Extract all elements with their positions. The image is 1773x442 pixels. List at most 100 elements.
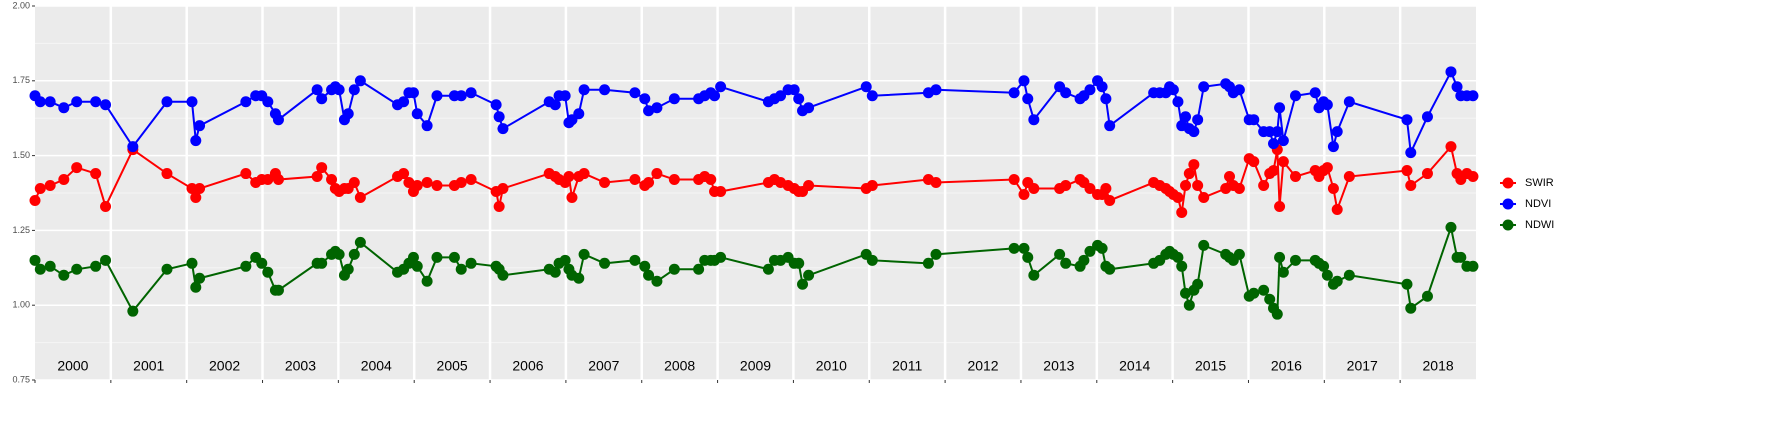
point	[186, 257, 198, 269]
point	[1084, 183, 1096, 195]
year-label: 2018	[1423, 358, 1454, 374]
point	[709, 90, 721, 102]
point	[29, 254, 41, 266]
point	[448, 251, 460, 263]
point	[44, 180, 56, 192]
point	[1008, 242, 1020, 254]
point	[403, 177, 415, 189]
point	[190, 191, 202, 203]
point	[715, 186, 727, 198]
point	[1100, 183, 1112, 195]
point	[100, 254, 112, 266]
point	[493, 200, 505, 212]
point	[465, 174, 477, 186]
y-tick-label: 0.75	[12, 374, 30, 384]
point	[1084, 245, 1096, 257]
year-label: 2011	[892, 358, 922, 374]
point	[803, 180, 815, 192]
point	[668, 93, 680, 105]
point	[715, 81, 727, 93]
point	[58, 269, 70, 281]
year-label: 2003	[285, 358, 316, 374]
point	[1331, 275, 1343, 287]
point	[1289, 254, 1301, 266]
point	[1445, 221, 1457, 233]
point	[431, 251, 443, 263]
point	[1096, 242, 1108, 254]
point	[866, 180, 878, 192]
point	[1188, 126, 1200, 138]
point	[1167, 84, 1179, 96]
point	[1096, 81, 1108, 93]
point	[1268, 138, 1280, 150]
y-tick-label: 1.00	[12, 300, 30, 310]
point	[272, 174, 284, 186]
point	[1176, 206, 1188, 218]
point	[1192, 180, 1204, 192]
point	[407, 251, 419, 263]
point	[788, 84, 800, 96]
point	[71, 96, 83, 108]
point	[90, 168, 102, 180]
point	[1180, 180, 1192, 192]
point	[639, 260, 651, 272]
point	[1451, 81, 1463, 93]
point	[1022, 251, 1034, 263]
point	[1258, 284, 1270, 296]
point	[1467, 260, 1479, 272]
point	[262, 96, 274, 108]
point	[1180, 287, 1192, 299]
point	[1198, 191, 1210, 203]
point	[930, 84, 942, 96]
point	[348, 248, 360, 260]
point	[490, 99, 502, 111]
point	[549, 266, 561, 278]
point	[272, 114, 284, 126]
point	[71, 162, 83, 174]
point	[1445, 141, 1457, 153]
point	[348, 177, 360, 189]
point	[705, 174, 717, 186]
point	[775, 90, 787, 102]
point	[1233, 84, 1245, 96]
point	[421, 177, 433, 189]
point	[1028, 114, 1040, 126]
y-tick-label: 1.75	[12, 75, 30, 85]
point	[629, 174, 641, 186]
point	[1289, 90, 1301, 102]
point	[90, 260, 102, 272]
point	[1172, 191, 1184, 203]
y-tick-label: 2.00	[12, 0, 30, 10]
point	[1028, 183, 1040, 195]
point	[431, 90, 443, 102]
point	[1467, 171, 1479, 183]
point	[797, 278, 809, 290]
point	[1318, 260, 1330, 272]
point	[1277, 135, 1289, 147]
point	[651, 102, 663, 114]
point	[693, 263, 705, 275]
point	[161, 263, 173, 275]
point	[240, 168, 252, 180]
point	[1104, 120, 1116, 132]
point	[333, 248, 345, 260]
point	[573, 272, 585, 284]
point	[1078, 254, 1090, 266]
point	[1188, 159, 1200, 171]
year-label: 2010	[816, 358, 847, 374]
point	[1172, 251, 1184, 263]
point	[1268, 165, 1280, 177]
point	[1264, 126, 1276, 138]
point	[29, 194, 41, 206]
year-label: 2013	[1043, 358, 1074, 374]
point	[866, 254, 878, 266]
point	[599, 177, 611, 189]
point	[1455, 251, 1467, 263]
point	[1445, 66, 1457, 78]
point	[100, 200, 112, 212]
point	[803, 269, 815, 281]
point	[58, 174, 70, 186]
point	[348, 84, 360, 96]
point	[643, 105, 655, 117]
point	[497, 123, 509, 135]
